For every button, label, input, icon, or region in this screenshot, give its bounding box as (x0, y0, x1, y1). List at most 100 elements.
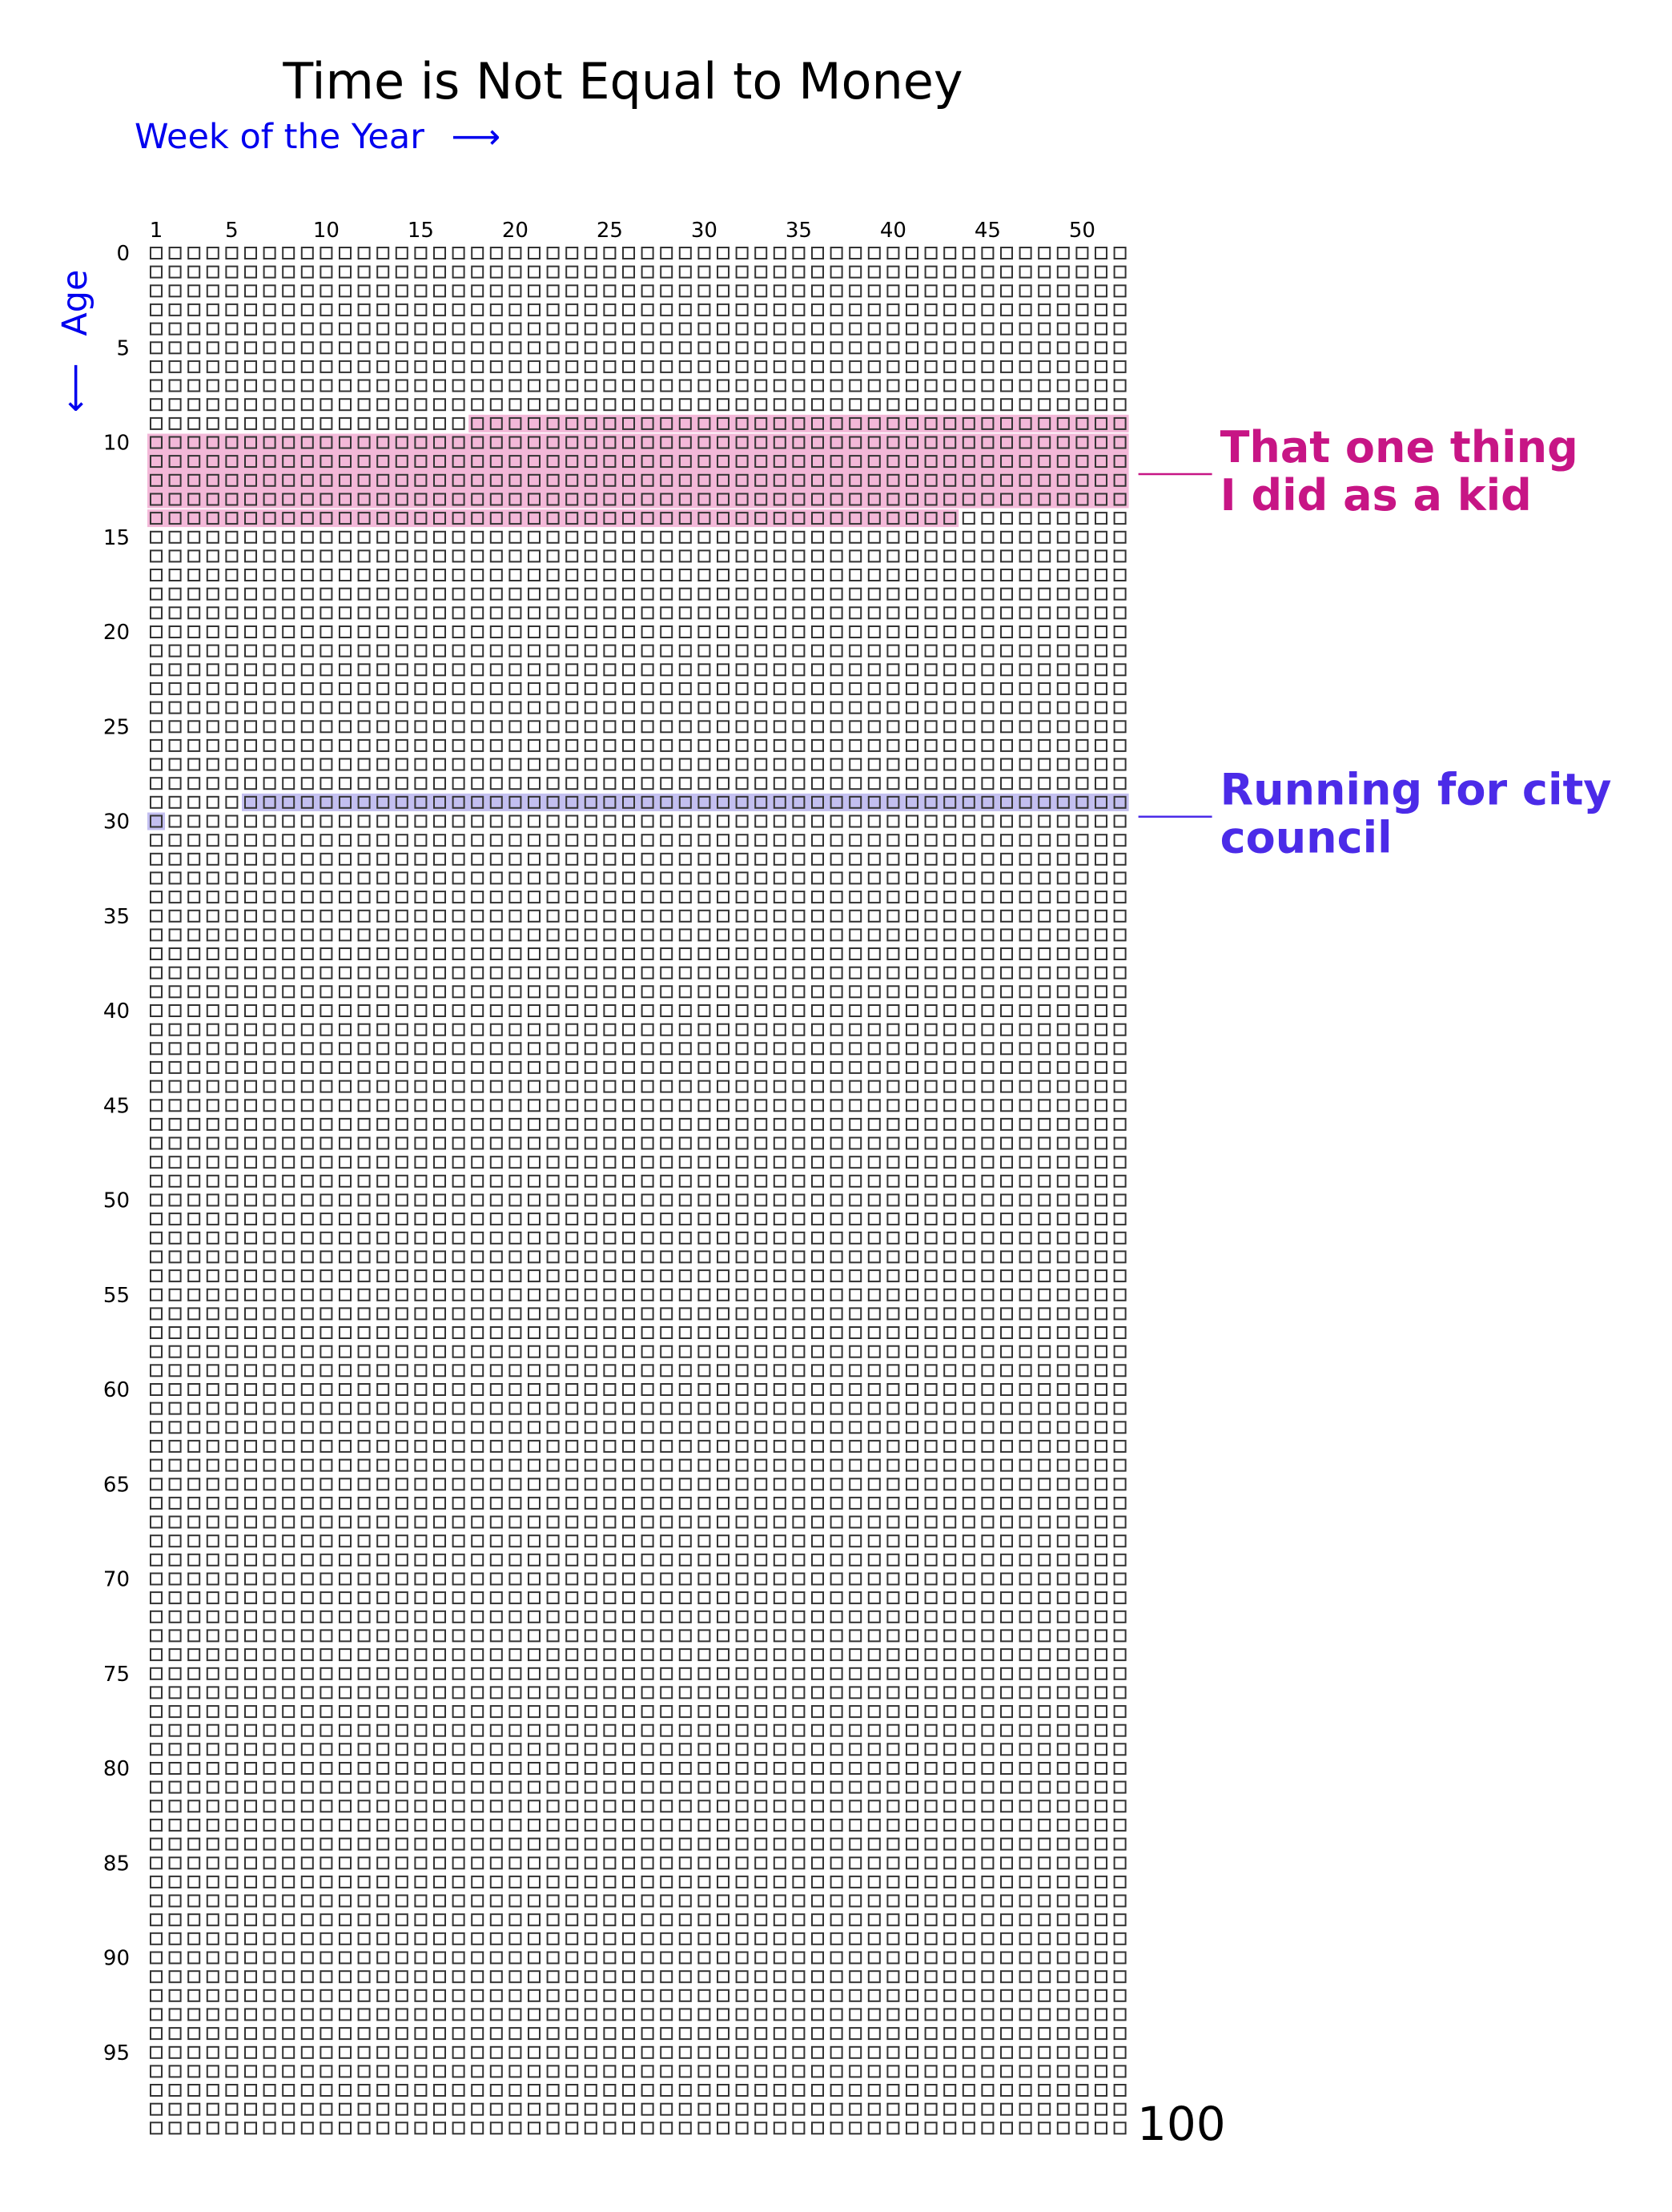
week-box (376, 834, 390, 847)
week-box (168, 1307, 182, 1321)
week-box (339, 966, 352, 979)
week-box (300, 1136, 314, 1150)
week-box (150, 416, 163, 430)
week-box (414, 1629, 428, 1643)
week-box (546, 625, 560, 638)
week-box (244, 1800, 257, 1813)
week-box (1056, 1951, 1070, 1965)
week-box (187, 455, 201, 469)
week-box (376, 606, 390, 620)
week-box (735, 1231, 749, 1245)
week-box (1000, 360, 1013, 373)
week-box (187, 1553, 201, 1566)
week-box (697, 1042, 711, 1056)
week-box (376, 1174, 390, 1188)
week-box (981, 1496, 995, 1510)
week-box (489, 1250, 503, 1264)
week-box (962, 1951, 975, 1965)
week-box (244, 2008, 257, 2021)
week-box (924, 1800, 938, 1813)
week-box (1038, 398, 1051, 412)
week-box (584, 1629, 597, 1643)
week-box (1038, 1648, 1051, 1662)
year-row-24 (150, 701, 1127, 714)
week-box (754, 1743, 768, 1756)
week-box (225, 530, 239, 544)
week-box (924, 587, 938, 601)
week-box (433, 891, 446, 904)
week-box (906, 928, 918, 942)
week-box (660, 398, 673, 412)
week-box (1038, 1099, 1051, 1112)
week-box (678, 416, 692, 430)
week-box (906, 947, 918, 960)
week-box (452, 663, 465, 677)
week-box (528, 284, 541, 298)
week-box (849, 303, 862, 316)
week-box (1038, 1534, 1051, 1548)
week-box (1056, 1572, 1070, 1586)
week-box (1056, 1989, 1070, 2002)
week-box (660, 360, 673, 373)
week-box (452, 966, 465, 979)
week-box (584, 398, 597, 412)
week-box (452, 1686, 465, 1699)
week-box (754, 1705, 768, 1719)
week-box (717, 1913, 729, 1927)
week-box (811, 1099, 824, 1112)
highlight-band (147, 433, 1129, 509)
week-box (1113, 891, 1127, 904)
week-box (489, 1762, 503, 1775)
week-box (943, 1913, 957, 1927)
week-box (471, 1004, 484, 1017)
week-box (886, 1667, 900, 1680)
week-box (300, 1496, 314, 1510)
week-box (546, 606, 560, 620)
week-box (1113, 587, 1127, 601)
week-box (508, 1913, 522, 1927)
week-box (717, 247, 729, 259)
week-box (357, 1269, 371, 1283)
week-box (433, 1515, 446, 1529)
year-row-20 (150, 625, 1127, 638)
week-box (263, 1307, 276, 1321)
week-box (357, 398, 371, 412)
week-box (282, 2008, 295, 2021)
week-box (962, 1989, 975, 2002)
week-box (1038, 1875, 1051, 1888)
week-box (395, 871, 408, 885)
week-box (678, 473, 692, 487)
week-box (1095, 1080, 1107, 1093)
week-box (1113, 1174, 1127, 1188)
week-box (1095, 606, 1107, 620)
week-box (735, 1345, 749, 1358)
week-box (906, 512, 918, 525)
week-box (508, 1762, 522, 1775)
week-box (187, 569, 201, 581)
week-box (489, 1439, 503, 1453)
week-box (603, 1080, 617, 1093)
week-box (168, 455, 182, 469)
week-box (339, 1023, 352, 1036)
year-row-21 (150, 644, 1127, 658)
week-box (225, 1383, 239, 1396)
week-box (962, 1932, 975, 1945)
week-box (452, 530, 465, 544)
week-box (206, 1610, 219, 1623)
week-box (603, 891, 617, 904)
week-box (414, 1269, 428, 1283)
week-box (717, 1364, 729, 1377)
week-box (300, 247, 314, 259)
week-box (811, 777, 824, 790)
week-box (641, 1534, 654, 1548)
week-box (150, 663, 163, 677)
week-box (376, 1117, 390, 1131)
week-box (773, 587, 786, 601)
week-box (565, 909, 579, 923)
week-box (754, 1269, 768, 1283)
week-box (433, 1989, 446, 2002)
week-box (282, 341, 295, 355)
year-row-55 (150, 1288, 1127, 1301)
week-box (282, 1193, 295, 1207)
week-box (376, 852, 390, 866)
